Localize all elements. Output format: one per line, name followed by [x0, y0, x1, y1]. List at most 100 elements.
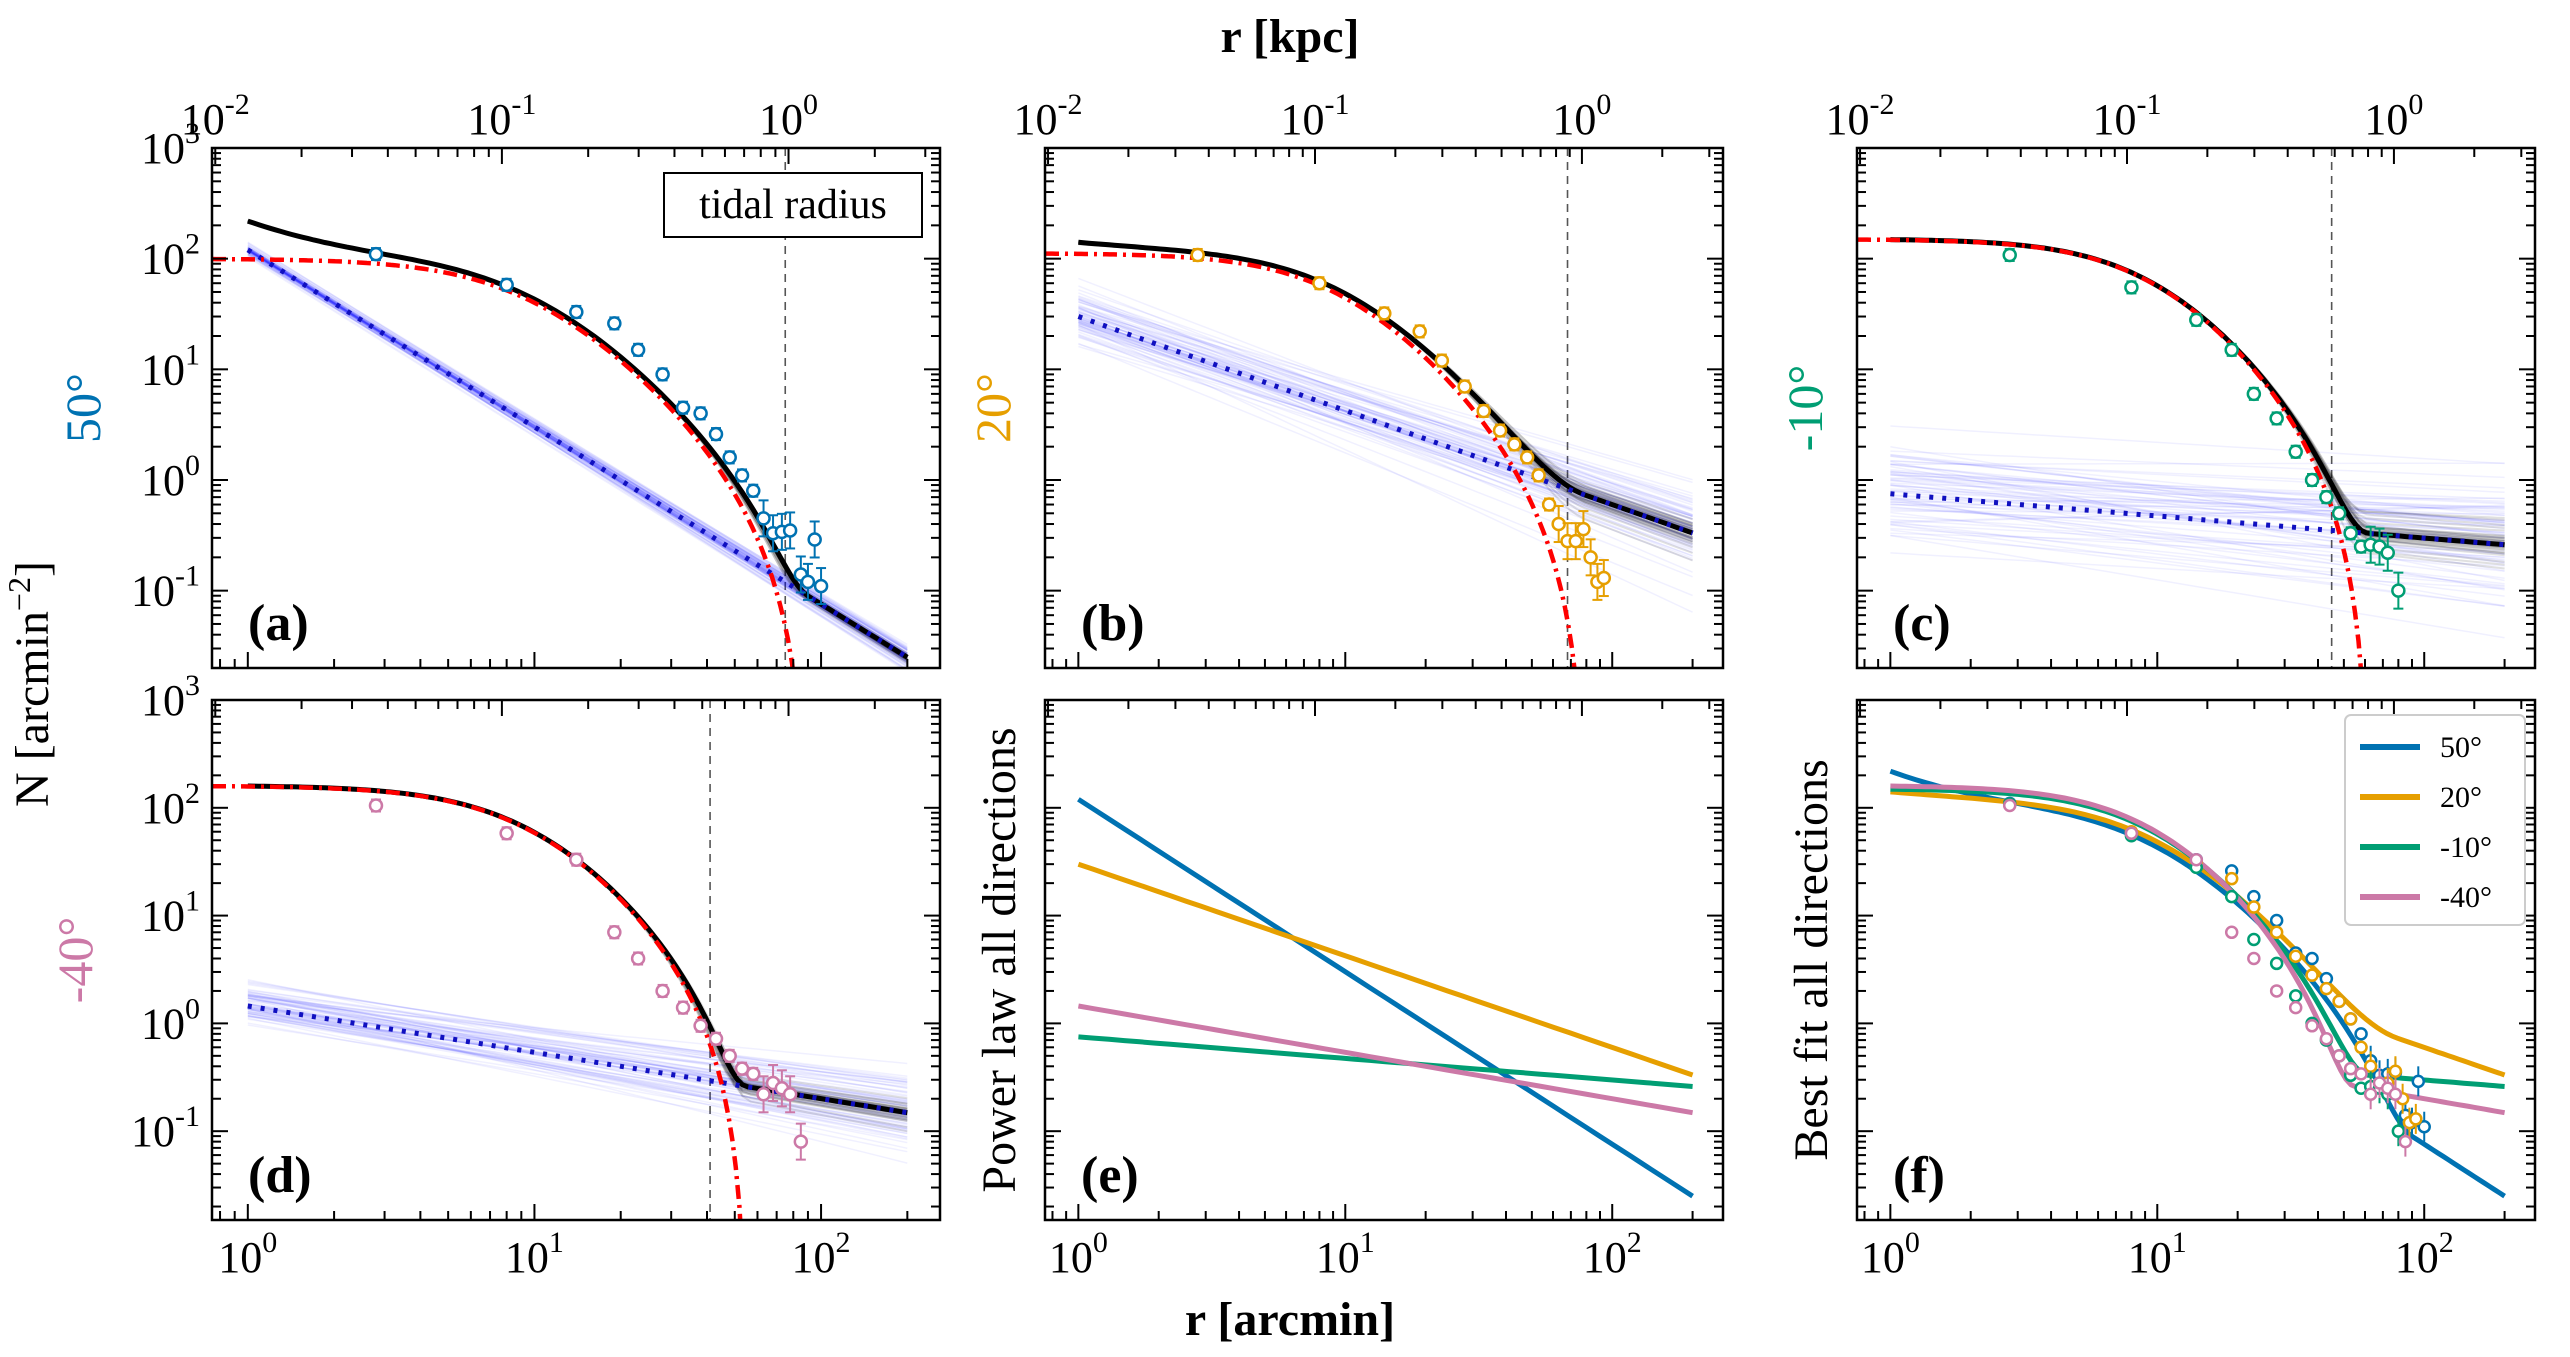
powerlaw-sample-d	[247, 1024, 908, 1130]
powerlaw-sample-d	[247, 989, 908, 1081]
y-tick-label-d: 10-1	[131, 1100, 200, 1156]
y-tick-label-a: 102	[141, 228, 200, 284]
data-point-f	[2288, 1000, 2303, 1015]
data-point-a	[708, 426, 724, 442]
powerlaw-sample-b	[1078, 316, 1693, 542]
data-point-f	[2305, 968, 2319, 982]
powerlaw-sample-b	[1078, 334, 1693, 578]
data-point-b	[1519, 450, 1535, 465]
powerlaw-sample-a	[247, 252, 908, 668]
powerlaw-sample-b	[1078, 295, 1693, 517]
powerlaw-sample-d	[247, 1006, 908, 1083]
powerlaw-sample-d	[247, 983, 908, 1083]
powerlaw-sample-c	[1890, 489, 2505, 521]
powerlaw-sample-c	[1890, 506, 2505, 555]
powerlaw-sample-b	[1078, 301, 1693, 506]
data-point-f	[2354, 1067, 2368, 1081]
data-point-f	[2224, 871, 2239, 886]
x-tick-exp-e: 2	[1627, 1226, 1642, 1259]
y-tick-exp-a: 0	[185, 449, 200, 482]
data-point-f	[2269, 984, 2284, 998]
powerlaw-sample-d	[247, 1005, 908, 1098]
powerlaw-sample-d	[247, 996, 908, 1130]
y-tick-exp-d: 3	[185, 669, 200, 702]
powerlaw-sample-a	[247, 248, 908, 664]
powerlaw-sample-a	[247, 252, 908, 668]
powerlaw-sample-c	[1890, 523, 2505, 558]
powerlaw-sample-c	[1890, 532, 2505, 552]
data-point-f	[2319, 1032, 2334, 1046]
data-point-b	[1596, 570, 1612, 586]
powerlaw-sample-b	[1078, 310, 1693, 520]
data-point-d	[607, 925, 622, 940]
data-point-f	[2247, 932, 2261, 947]
data-point-a	[569, 304, 584, 320]
data-point-f	[2288, 989, 2303, 1003]
powerlaw-sample-d	[247, 994, 908, 1084]
powerlaw-sample-d	[247, 1015, 908, 1135]
powerlaw-sample-c	[1890, 504, 2505, 509]
data-point-d	[708, 1031, 724, 1047]
data-point-d	[655, 983, 670, 999]
bottom-axis-label: r [arcmin]	[1185, 1293, 1395, 1346]
powerlaw-sample-d	[247, 1011, 908, 1135]
data-point-a	[807, 532, 822, 547]
y-tick-exp-d: 1	[185, 885, 200, 918]
data-point-d	[569, 852, 584, 867]
panel-frame-f	[1855, 698, 2537, 1222]
powerlaw-sample-a	[247, 248, 908, 659]
y-tick-label-a: 10-1	[131, 560, 200, 616]
data-point-a	[800, 574, 816, 590]
powerlaw-sample-b	[1078, 309, 1693, 495]
powerlaw-sample-d	[247, 997, 908, 1108]
powerlaw-sample-d	[247, 993, 908, 1104]
powerlaw-sample-b	[1078, 289, 1693, 504]
powerlaw-sample-c	[1890, 494, 2505, 523]
powerlaw-sample-d	[247, 1011, 908, 1106]
data-point-a	[368, 246, 384, 262]
powerlaw-sample-c	[1890, 515, 2505, 558]
data-point-b	[1457, 379, 1472, 394]
powerlaw-line-50	[1077, 797, 1694, 1199]
powerlaw-sample-b	[1078, 319, 1693, 516]
data-point-c	[2380, 545, 2395, 561]
data-point-a	[813, 578, 829, 594]
powerlaw-sample-b	[1078, 333, 1693, 539]
top-tick-exp-c: 0	[2408, 88, 2423, 121]
powerlaw-sample-d	[247, 995, 908, 1078]
panel-f-best-fit-all: 100 101 102(f)	[1855, 698, 2537, 1282]
powerlaw-sample-c	[1890, 463, 2505, 524]
powerlaw-sample-c	[1890, 463, 2505, 536]
data-point-c	[2224, 342, 2239, 358]
x-tick-label-d: 101	[505, 1226, 564, 1282]
panel-b-20deg: 10-2 10-1 100 (b)	[1014, 88, 1725, 670]
data-point-f	[2305, 1019, 2319, 1033]
powerlaw-sample-c	[1890, 503, 2505, 527]
top-tick-label-a: 100	[759, 88, 818, 144]
y-tick-exp-d: -1	[175, 1100, 200, 1133]
powerlaw-sample-d	[247, 1003, 908, 1108]
powerlaw-sample-d	[247, 1004, 908, 1100]
data-point-d	[756, 1087, 771, 1102]
data-point-a	[746, 483, 761, 498]
powerlaw-sample-b	[1078, 312, 1693, 502]
powerlaw-sample-b	[1078, 300, 1693, 518]
plot-area-e	[1077, 797, 1694, 1199]
data-point-b	[1583, 550, 1598, 565]
powerlaw-sample-c	[1890, 510, 2505, 515]
top-tick-label-c: 100	[2364, 88, 2423, 144]
powerlaw-sample-c	[1890, 488, 2505, 517]
powerlaw-sample-d	[247, 1010, 908, 1105]
y-tick-label-a: 100	[141, 449, 200, 505]
powerlaw-sample-c	[1890, 508, 2505, 539]
data-point-c	[2002, 247, 2017, 263]
panel-letter-a: (a)	[248, 595, 309, 652]
legend: 50° 20° -10° -40°	[2344, 714, 2526, 926]
top-tick-label-c: 10-2	[1826, 88, 1895, 144]
powerlaw-sample-c	[1890, 477, 2505, 503]
powerlaw-sample-c	[1890, 446, 2505, 547]
legend-box	[2344, 714, 2526, 926]
y-tick-exp-d: 2	[185, 777, 200, 810]
powerlaw-sample-c	[1890, 425, 2505, 465]
